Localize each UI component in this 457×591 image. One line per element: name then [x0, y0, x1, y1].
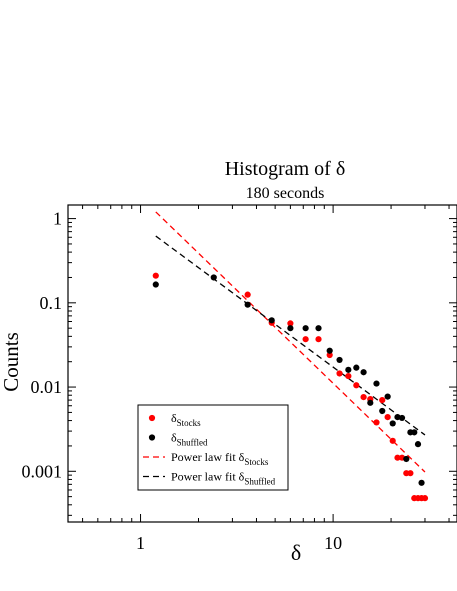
data-point	[360, 393, 367, 401]
data-point	[398, 414, 406, 422]
data-point	[336, 370, 343, 377]
data-point	[414, 441, 422, 448]
data-point	[394, 454, 401, 461]
data-point	[326, 347, 333, 354]
data-point	[418, 479, 425, 486]
data-point	[360, 369, 367, 376]
data-point	[315, 336, 322, 343]
y-tick-label: 0.01	[31, 377, 63, 397]
data-point	[407, 470, 414, 477]
data-point	[389, 420, 396, 427]
y-tick-label: 0.1	[40, 293, 63, 313]
legend-marker	[148, 414, 156, 422]
data-point	[367, 399, 374, 406]
legend-label: δShuffled	[171, 431, 208, 448]
chart-subtitle: 180 seconds	[246, 185, 325, 202]
data-point	[152, 281, 159, 288]
data-point	[373, 419, 380, 426]
legend-box	[137, 404, 289, 491]
x-tick-label: 1	[136, 533, 145, 553]
data-point	[379, 407, 386, 415]
data-point	[421, 495, 429, 502]
data-point	[315, 325, 322, 332]
data-point	[411, 429, 418, 436]
data-point	[152, 272, 159, 279]
y-tick-label: 1	[53, 209, 62, 229]
legend-label: Power law fit δShuffled	[171, 470, 276, 487]
data-point	[302, 325, 309, 332]
data-point	[287, 320, 294, 327]
x-axis-label: δ	[291, 540, 301, 565]
legend-marker	[148, 434, 156, 441]
fit-line	[155, 235, 426, 436]
data-point	[389, 437, 396, 444]
data-point	[345, 366, 352, 373]
data-point	[244, 291, 251, 298]
fit-line	[155, 211, 426, 473]
legend-label: δStocks	[171, 411, 201, 428]
data-point	[353, 382, 360, 389]
data-point	[373, 380, 380, 387]
data-point	[210, 274, 217, 281]
plot-marks	[152, 211, 429, 502]
data-point	[302, 336, 309, 343]
data-point	[384, 413, 391, 421]
data-point	[326, 351, 333, 359]
data-point	[384, 393, 391, 400]
chart-title: Histogram of δ	[225, 158, 346, 180]
data-point	[379, 397, 386, 404]
data-point	[268, 317, 275, 324]
data-point	[345, 372, 352, 380]
axis-ticks: 1 10 1 0.1 0.01 0.001	[22, 205, 457, 553]
plot-area	[67, 204, 457, 523]
y-tick-label: 0.001	[22, 461, 63, 481]
legend: δStocks δShuffled Power law fit δStocks Pow…	[137, 404, 289, 491]
y-axis-label: Counts	[0, 332, 23, 392]
data-point	[244, 301, 251, 308]
data-point	[353, 364, 360, 371]
data-point	[403, 455, 410, 463]
legend-label: Power law fit δStocks	[171, 450, 269, 467]
data-point	[287, 325, 294, 332]
data-point	[336, 356, 343, 364]
x-tick-label: 10	[324, 533, 342, 553]
